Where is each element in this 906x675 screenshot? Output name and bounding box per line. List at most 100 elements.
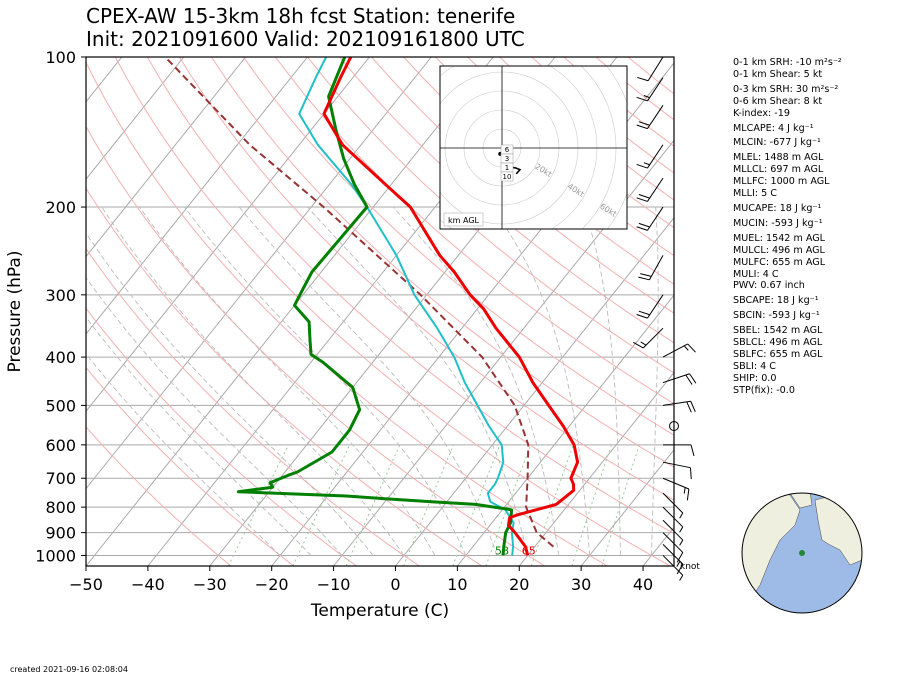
barb-half-flag xyxy=(643,162,650,166)
isotherm-line xyxy=(456,294,674,566)
y-tick-label: 600 xyxy=(45,436,76,455)
surface-dewpoint-label: 58 xyxy=(495,544,509,557)
barb-flag xyxy=(638,276,650,281)
barb-flag xyxy=(676,552,684,563)
wind-barb xyxy=(636,77,664,102)
barb-flag xyxy=(636,163,648,169)
globe-outline xyxy=(741,492,863,614)
index-line: SBCAPE: 18 J kg⁻¹ xyxy=(733,295,819,307)
index-line: 0-6 km Shear: 8 kt xyxy=(733,95,823,107)
calm-wind-circle xyxy=(669,421,679,432)
barb-staff xyxy=(662,477,690,490)
x-tick-label: −20 xyxy=(255,575,289,594)
barb-staff xyxy=(648,255,664,281)
virtual-temperature-profile xyxy=(298,57,515,556)
wind-barb xyxy=(662,543,684,575)
barb-staff xyxy=(647,206,664,231)
barb-half-flag xyxy=(679,526,684,533)
hodograph-background xyxy=(440,66,627,229)
dry-adiabat-line xyxy=(371,57,674,314)
barb-half-flag xyxy=(643,95,650,99)
isotherm-line xyxy=(86,57,494,566)
barb-staff xyxy=(647,294,664,319)
index-line: SBLFC: 655 m AGL xyxy=(733,348,823,360)
parcel-path xyxy=(164,57,555,548)
index-line: 0-1 km Shear: 5 kt xyxy=(733,68,823,80)
barb-half-flag xyxy=(679,512,684,519)
index-line: SHIP: 0.0 xyxy=(733,372,777,384)
isotherm-line xyxy=(86,57,370,413)
moist-adiabat-line xyxy=(139,206,436,556)
dry-adiabat-line xyxy=(403,57,674,285)
x-tick-label: 20 xyxy=(509,575,529,594)
wind-barb xyxy=(636,294,664,319)
moist-adiabat-line xyxy=(392,206,560,556)
wind-barb xyxy=(662,492,684,519)
wind-barb xyxy=(662,343,696,358)
height-label-text: 10 xyxy=(503,173,512,181)
mixing-ratio-line xyxy=(530,444,574,566)
moist-adiabat-line xyxy=(86,353,281,556)
x-tick-label: 30 xyxy=(571,575,591,594)
index-line: MLCAPE: 4 J kg⁻¹ xyxy=(733,122,814,134)
dry-adiabat-line xyxy=(86,307,357,566)
barb-half-flag xyxy=(683,487,686,494)
moist-adiabat-line xyxy=(238,206,498,556)
index-line: MLLI: 5 C xyxy=(733,188,777,200)
barb-flag xyxy=(689,467,692,480)
barb-staff xyxy=(662,400,691,406)
dry-adiabat-line xyxy=(275,57,674,405)
wind-barb xyxy=(636,177,664,202)
y-tick-label: 800 xyxy=(45,498,76,517)
barb-half-flag xyxy=(640,341,647,346)
x-tick-label: −30 xyxy=(193,575,227,594)
index-line: PWV: 0.67 inch xyxy=(733,280,805,292)
barb-staff xyxy=(662,461,691,469)
height-label-text: 1 xyxy=(505,164,509,172)
globe-continent-greenland xyxy=(789,493,813,509)
barb-flag xyxy=(637,76,649,82)
barb-flag xyxy=(687,343,696,353)
dewpoint-profile xyxy=(236,57,514,556)
y-tick-label: 700 xyxy=(45,469,76,488)
barb-flag xyxy=(685,374,693,385)
wind-barb xyxy=(636,105,664,130)
barb-flag xyxy=(689,373,697,384)
x-tick-label: 0 xyxy=(390,575,400,594)
mixing-ratio-line xyxy=(485,444,532,566)
wind-barb xyxy=(662,519,684,546)
barb-half-flag xyxy=(676,561,681,567)
barb-staff xyxy=(647,77,664,102)
barb-flag xyxy=(636,314,648,319)
index-line: MUCAPE: 18 J kg⁻¹ xyxy=(733,202,822,214)
station-marker xyxy=(799,550,805,556)
dry-adiabat-line xyxy=(86,247,420,566)
barb-flag xyxy=(636,124,648,130)
x-tick-label: −10 xyxy=(317,575,351,594)
y-axis-label: Pressure (hPa) xyxy=(5,251,25,373)
surface-temperature-label: 65 xyxy=(522,544,536,557)
mixing-ratio-line xyxy=(452,444,501,566)
index-line: MLLCL: 697 m AGL xyxy=(733,164,824,176)
dry-adiabat-line xyxy=(307,57,674,374)
hodograph-legend-label: km AGL xyxy=(448,216,480,225)
isotherm-line xyxy=(86,57,247,258)
barb-staff xyxy=(647,177,664,202)
dry-adiabat-line xyxy=(86,187,483,566)
x-tick-label: 10 xyxy=(447,575,467,594)
barb-staff xyxy=(647,144,664,169)
chart-title-line1: CPEX-AW 15-3km 18h fcst Station: tenerif… xyxy=(86,4,516,28)
creation-timestamp: created 2021-09-16 02:08:04 xyxy=(10,665,128,674)
moist-adiabat-line xyxy=(86,316,312,556)
index-line: MUEL: 1542 m AGL xyxy=(733,232,826,244)
barb-flag xyxy=(676,563,684,575)
wind-barb xyxy=(662,461,692,480)
dry-adiabat-line xyxy=(86,426,232,566)
barb-staff xyxy=(662,343,688,358)
y-tick-label: 1000 xyxy=(35,546,76,565)
moist-adiabat-line xyxy=(651,206,659,556)
mixing-ratio-line xyxy=(227,444,290,566)
sounding-indices-panel: 0-1 km SRH: -10 m²s⁻² 0-1 km Shear: 5 kt 0… xyxy=(733,57,842,397)
wind-barb xyxy=(662,555,684,581)
